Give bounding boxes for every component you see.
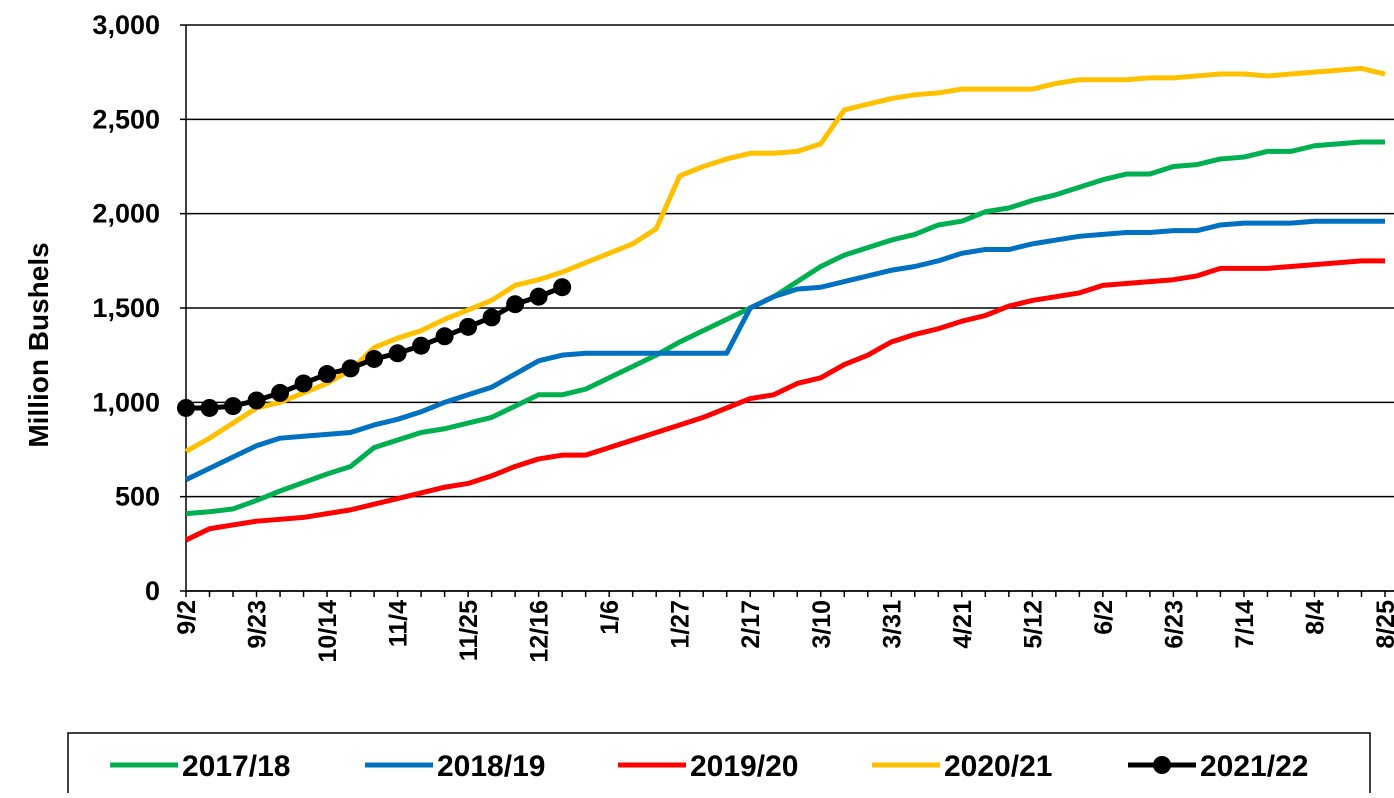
x-tick-label: 6/2	[1090, 600, 1118, 635]
x-tick-label: 1/6	[596, 600, 624, 635]
legend-label: 2018/19	[437, 750, 545, 783]
series-marker	[459, 317, 478, 336]
x-tick-label: 9/2	[173, 600, 201, 635]
x-tick-label: 9/23	[244, 600, 272, 649]
x-tick-label: 7/14	[1231, 600, 1259, 649]
series-marker	[294, 374, 313, 393]
x-tick-label: 8/4	[1301, 600, 1329, 635]
series-marker	[177, 398, 195, 417]
series-marker	[224, 397, 243, 416]
series-marker	[247, 391, 266, 410]
y-tick-label: 1,000	[92, 387, 160, 417]
series-line	[185, 139, 1385, 517]
y-tick-label: 0	[145, 576, 160, 606]
legend-label: 2020/21	[944, 750, 1052, 783]
legend-label: 2019/20	[690, 750, 798, 783]
series-marker	[365, 349, 384, 368]
series-marker	[553, 278, 572, 297]
legend-label: 2017/18	[182, 750, 290, 783]
series-marker	[529, 287, 548, 306]
x-tick-label: 3/31	[878, 600, 906, 649]
x-tick-label: 6/23	[1160, 600, 1188, 649]
y-tick-label: 500	[115, 482, 160, 512]
x-tick-label: 2/17	[737, 600, 765, 649]
x-tick-label: 3/10	[808, 600, 836, 649]
series-line	[184, 258, 1385, 543]
legend-marker	[1153, 756, 1171, 774]
series-marker	[200, 398, 219, 417]
series-marker	[506, 295, 525, 314]
legend-label: 2021/22	[1200, 750, 1308, 783]
series-marker	[388, 344, 407, 363]
y-tick-label: 1,500	[92, 293, 160, 323]
series-marker	[341, 359, 360, 378]
series-marker	[271, 383, 290, 402]
series-marker	[318, 365, 337, 384]
x-tick-label: 11/4	[385, 600, 413, 647]
y-tick-label: 3,000	[92, 10, 160, 40]
x-tick-label: 11/25	[455, 600, 483, 661]
y-tick-label: 2,500	[92, 104, 160, 134]
x-tick-label: 10/14	[314, 600, 342, 663]
y-tick-label: 2,000	[92, 199, 160, 229]
x-tick-label: 1/27	[667, 600, 695, 649]
x-tick-label: 12/16	[526, 600, 554, 663]
series-marker	[482, 308, 501, 327]
y-axis-label: Million Bushels	[23, 242, 54, 447]
x-tick-label: 5/12	[1019, 600, 1047, 649]
x-tick-label: 4/21	[949, 600, 977, 649]
series-marker	[412, 336, 431, 355]
x-tick-label: 8/25	[1372, 600, 1394, 649]
series-line	[184, 65, 1386, 454]
series-line	[184, 218, 1385, 482]
series-marker	[435, 327, 454, 346]
